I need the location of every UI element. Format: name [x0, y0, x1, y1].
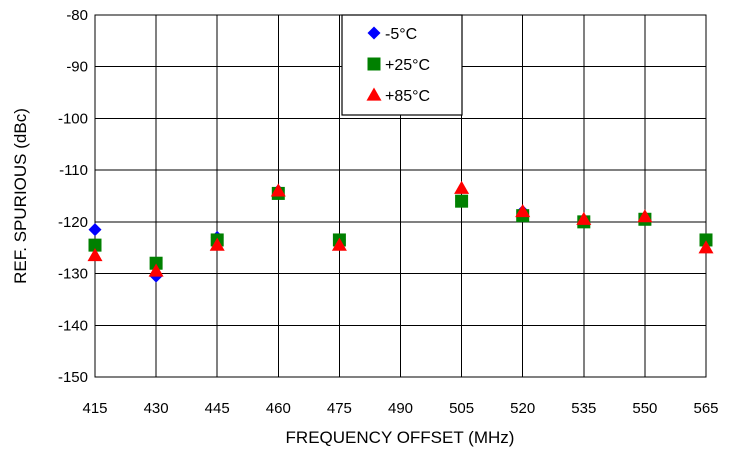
y-tick-label: -140: [58, 317, 88, 334]
y-tick-label: -150: [58, 369, 88, 386]
legend-marker-square: [367, 57, 381, 71]
data-point-square: [699, 233, 713, 247]
series-2: [87, 180, 714, 277]
x-axis-title: FREQUENCY OFFSET (MHz): [286, 428, 515, 447]
data-point-triangle: [637, 209, 653, 223]
y-tick-label: -80: [66, 7, 88, 24]
data-point-triangle: [515, 204, 531, 218]
x-tick-label: 445: [205, 400, 230, 417]
x-tick-label: 565: [693, 400, 718, 417]
x-tick-label: 475: [327, 400, 352, 417]
data-point-square: [455, 194, 469, 208]
data-point-triangle: [209, 237, 225, 251]
data-point-triangle: [331, 237, 347, 251]
y-tick-label: -120: [58, 214, 88, 231]
x-tick-label: 550: [632, 400, 657, 417]
legend-label: -5°C: [385, 26, 417, 43]
legend: -5°C +25°C +85°C: [341, 14, 463, 116]
data-point-square: [149, 256, 163, 270]
legend-box: [341, 14, 463, 116]
x-tick-label: 460: [266, 400, 291, 417]
y-tick-label: -90: [66, 59, 88, 76]
tick-labels: 415 430 445 460 475 490 505 520 535 550 565 -80 -90 -…: [58, 7, 719, 417]
x-tick-label: 520: [510, 400, 535, 417]
y-tick-label: -100: [58, 110, 88, 127]
x-tick-label: 430: [144, 400, 169, 417]
x-tick-label: 505: [449, 400, 474, 417]
legend-label: +85°C: [385, 88, 430, 105]
data-point-square: [88, 238, 102, 252]
data-point-triangle: [148, 263, 164, 277]
y-tick-label: -110: [59, 162, 88, 179]
data-point-diamond: [88, 223, 102, 237]
y-axis-title: REF. SPURIOUS (dBc): [11, 108, 30, 284]
data-point-triangle: [698, 240, 714, 254]
data-point-triangle: [87, 247, 103, 262]
x-tick-label: 490: [388, 400, 413, 417]
data-points: [87, 180, 714, 283]
x-tick-label: 415: [82, 400, 107, 417]
x-tick-label: 535: [571, 400, 596, 417]
data-point-triangle: [454, 180, 470, 194]
data-point-triangle: [270, 183, 286, 197]
data-point-triangle: [576, 211, 592, 225]
legend-label: +25°C: [385, 57, 430, 74]
legend-marker-diamond: [367, 26, 381, 40]
y-tick-label: -130: [58, 266, 88, 283]
legend-marker-triangle: [366, 87, 382, 101]
